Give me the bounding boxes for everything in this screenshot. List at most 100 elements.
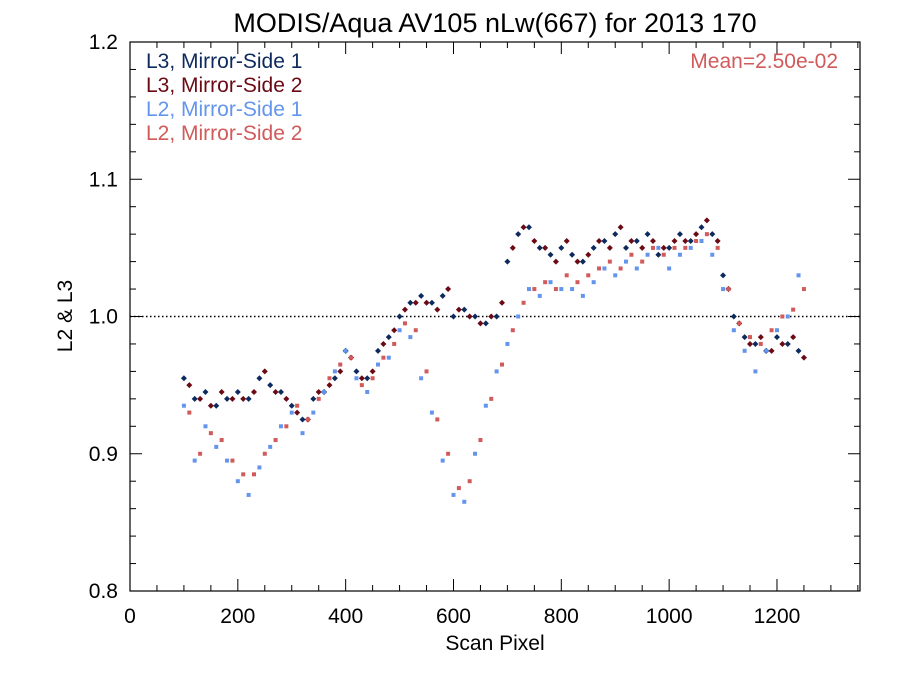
data-point	[277, 388, 284, 395]
data-point	[656, 245, 661, 250]
data-point	[488, 313, 495, 320]
data-point	[203, 424, 208, 429]
data-point	[504, 258, 511, 265]
data-point	[315, 388, 322, 395]
data-point	[225, 458, 230, 463]
data-point	[791, 307, 796, 312]
data-point	[671, 238, 678, 245]
data-point	[434, 306, 441, 313]
data-point	[375, 347, 382, 354]
data-point	[364, 375, 371, 382]
data-point	[418, 292, 425, 299]
data-point	[197, 395, 204, 402]
data-point	[381, 355, 386, 360]
data-point	[780, 314, 785, 319]
data-point	[407, 299, 414, 306]
legend-entry: L2, Mirror-Side 2	[146, 122, 302, 145]
data-point	[521, 300, 526, 305]
x-tick-label: 1200	[754, 605, 801, 628]
data-point	[548, 280, 553, 285]
data-point	[380, 340, 387, 347]
x-tick-label: 400	[328, 605, 363, 628]
data-point	[693, 231, 700, 238]
data-point	[230, 458, 235, 463]
data-point	[683, 245, 688, 250]
data-point	[499, 299, 506, 306]
data-point	[590, 244, 597, 251]
data-point	[294, 409, 301, 416]
data-point	[429, 410, 434, 415]
data-point	[332, 369, 337, 374]
y-axis: 0.8 0.9 1.0 1.1 1.2	[89, 31, 860, 603]
data-point	[586, 273, 591, 278]
data-point	[278, 424, 283, 429]
data-point	[607, 259, 612, 264]
data-point	[358, 375, 365, 382]
data-point	[516, 314, 521, 319]
data-point	[677, 252, 682, 257]
data-point	[753, 369, 758, 374]
data-point	[386, 355, 391, 360]
data-point	[191, 395, 198, 402]
data-point	[424, 369, 429, 374]
legend: L3, Mirror-Side 1L3, Mirror-Side 2L2, Mi…	[146, 50, 302, 145]
data-point	[661, 252, 666, 257]
data-point	[445, 286, 452, 293]
data-point	[208, 431, 213, 436]
data-point	[655, 251, 662, 258]
data-point	[423, 299, 430, 306]
data-point	[629, 252, 634, 257]
data-point	[489, 396, 494, 401]
data-point	[688, 245, 693, 250]
data-point	[710, 252, 715, 257]
data-point	[256, 375, 263, 382]
data-point	[311, 410, 316, 415]
data-point	[694, 239, 699, 244]
data-point	[602, 266, 607, 271]
data-point	[558, 244, 565, 251]
data-point	[758, 341, 763, 346]
data-point	[779, 340, 786, 347]
data-point	[473, 451, 478, 456]
chart-title: MODIS/Aqua AV105 nLw(667) for 2013 170	[233, 8, 756, 38]
data-point	[790, 334, 797, 341]
data-point	[299, 416, 306, 423]
data-point	[532, 287, 537, 292]
data-point	[326, 382, 333, 389]
data-point	[246, 492, 251, 497]
data-point	[288, 402, 295, 409]
data-point	[440, 458, 445, 463]
data-point	[726, 287, 731, 292]
data-point	[795, 347, 802, 354]
data-point	[515, 231, 522, 238]
data-point	[520, 224, 527, 231]
data-point	[272, 388, 279, 395]
data-points	[180, 217, 807, 504]
data-point	[715, 245, 720, 250]
data-point	[660, 244, 667, 251]
data-point	[461, 306, 468, 313]
data-point	[284, 424, 289, 429]
data-point	[289, 410, 294, 415]
data-point	[180, 375, 187, 382]
data-point	[721, 287, 726, 292]
data-point	[623, 244, 630, 251]
data-point	[731, 328, 736, 333]
data-point	[682, 238, 689, 245]
data-point	[483, 403, 488, 408]
data-point	[186, 382, 193, 389]
x-tick-label: 600	[436, 605, 471, 628]
data-point	[262, 451, 267, 456]
data-point	[526, 287, 531, 292]
data-point	[455, 306, 462, 313]
data-point	[748, 335, 753, 340]
data-point	[612, 231, 619, 238]
mean-annotation: Mean=2.50e-02	[690, 50, 838, 73]
data-point	[645, 252, 650, 257]
data-point	[742, 348, 747, 353]
data-point	[451, 492, 456, 497]
data-point	[235, 479, 240, 484]
data-point	[698, 224, 705, 231]
data-point	[331, 375, 338, 382]
data-point	[543, 280, 548, 285]
